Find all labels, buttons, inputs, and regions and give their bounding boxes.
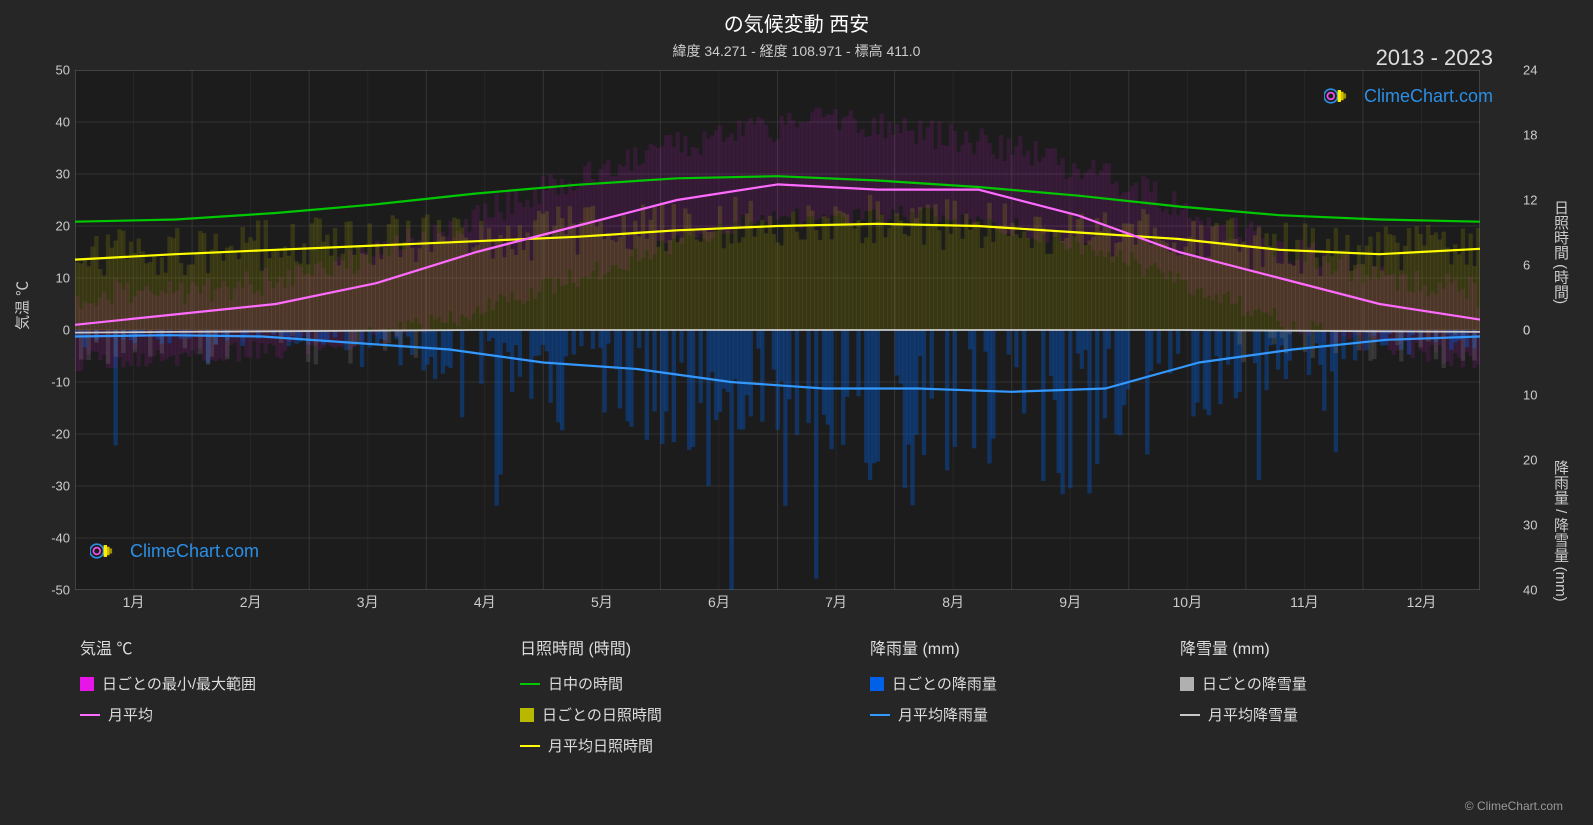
legend-item: 月平均降雨量 xyxy=(870,704,997,725)
legend-item: 日ごとの最小/最大範囲 xyxy=(80,673,256,694)
y-left-tick: 20 xyxy=(30,219,70,234)
legend-header: 降雨量 (mm) xyxy=(870,635,997,659)
legend-label: 日ごとの日照時間 xyxy=(542,704,662,725)
x-tick-month: 5月 xyxy=(591,592,613,612)
climate-chart: の気候変動 西安 緯度 34.271 - 経度 108.971 - 標高 411… xyxy=(0,0,1593,825)
legend-swatch xyxy=(520,708,534,722)
y-left-tick: 0 xyxy=(30,323,70,338)
y-left-tick: -10 xyxy=(30,375,70,390)
copyright-text: © ClimeChart.com xyxy=(1465,799,1563,813)
legend-header: 降雪量 (mm) xyxy=(1180,635,1307,659)
y-axis-right-bottom-ticks: 010203040 xyxy=(1518,70,1548,590)
legend-swatch xyxy=(520,683,540,685)
y-left-tick: 10 xyxy=(30,271,70,286)
legend-label: 日ごとの最小/最大範囲 xyxy=(102,673,256,694)
legend-swatch xyxy=(80,677,94,691)
y-right-bottom-tick: 20 xyxy=(1523,453,1563,468)
climechart-logo-icon xyxy=(1324,85,1358,107)
x-tick-month: 6月 xyxy=(708,592,730,612)
watermark-top: ClimeChart.com xyxy=(1324,85,1493,107)
y-left-tick: -50 xyxy=(30,583,70,598)
watermark-bottom: ClimeChart.com xyxy=(90,540,259,562)
legend-item: 月平均 xyxy=(80,704,256,725)
legend-column: 気温 ℃ 日ごとの最小/最大範囲月平均 xyxy=(80,635,256,735)
y-left-tick: -40 xyxy=(30,531,70,546)
y-axis-right-top-label: 日照時間 (時間) xyxy=(1550,200,1571,304)
legend-label: 月平均日照時間 xyxy=(548,735,653,756)
chart-title: の気候変動 西安 xyxy=(0,8,1593,37)
legend-swatch xyxy=(870,714,890,716)
x-tick-month: 10月 xyxy=(1172,592,1202,612)
chart-subtitle: 緯度 34.271 - 経度 108.971 - 標高 411.0 xyxy=(0,41,1593,61)
y-axis-left-ticks: 50403020100-10-20-30-40-50 xyxy=(45,70,75,590)
legend-label: 月平均 xyxy=(108,704,153,725)
y-right-bottom-tick: 40 xyxy=(1523,583,1563,598)
x-tick-month: 2月 xyxy=(240,592,262,612)
legend-item: 日ごとの降雪量 xyxy=(1180,673,1307,694)
legend-swatch xyxy=(520,745,540,747)
plot-svg xyxy=(75,70,1480,590)
legend-item: 月平均日照時間 xyxy=(520,735,662,756)
legend-swatch xyxy=(80,714,100,716)
legend-column: 降雨量 (mm) 日ごとの降雨量月平均降雨量 xyxy=(870,635,997,735)
legend-label: 日ごとの降雨量 xyxy=(892,673,997,694)
legend-header: 日照時間 (時間) xyxy=(520,635,662,659)
legend-label: 月平均降雨量 xyxy=(898,704,988,725)
x-tick-month: 9月 xyxy=(1059,592,1081,612)
legend-header: 気温 ℃ xyxy=(80,635,256,659)
legend-item: 日中の時間 xyxy=(520,673,662,694)
y-left-tick: -30 xyxy=(30,479,70,494)
legend-column: 降雪量 (mm) 日ごとの降雪量月平均降雪量 xyxy=(1180,635,1307,735)
legend-item: 月平均降雪量 xyxy=(1180,704,1307,725)
x-tick-month: 11月 xyxy=(1290,592,1319,612)
legend-item: 日ごとの降雨量 xyxy=(870,673,997,694)
y-left-tick: -20 xyxy=(30,427,70,442)
legend-swatch xyxy=(870,677,884,691)
x-tick-month: 8月 xyxy=(942,592,964,612)
y-left-tick: 30 xyxy=(30,167,70,182)
y-right-bottom-tick: 30 xyxy=(1523,518,1563,533)
y-right-bottom-tick: 10 xyxy=(1523,388,1563,403)
y-right-bottom-tick: 0 xyxy=(1523,323,1563,338)
legend-swatch xyxy=(1180,677,1194,691)
plot-area xyxy=(75,70,1480,590)
legend-label: 日中の時間 xyxy=(548,673,623,694)
legend-swatch xyxy=(1180,714,1200,716)
y-left-tick: 40 xyxy=(30,115,70,130)
x-tick-month: 3月 xyxy=(357,592,379,612)
legend-label: 日ごとの降雪量 xyxy=(1202,673,1307,694)
legend-label: 月平均降雪量 xyxy=(1208,704,1298,725)
y-left-tick: 50 xyxy=(30,63,70,78)
title-block: の気候変動 西安 緯度 34.271 - 経度 108.971 - 標高 411… xyxy=(0,8,1593,61)
x-tick-month: 12月 xyxy=(1407,592,1437,612)
x-axis-ticks: 1月 2月 3月 4月 5月 6月 7月 8月 9月 10月 11月 12月 xyxy=(75,592,1480,616)
legend-column: 日照時間 (時間) 日中の時間日ごとの日照時間月平均日照時間 xyxy=(520,635,662,766)
x-tick-month: 4月 xyxy=(474,592,496,612)
legend-item: 日ごとの日照時間 xyxy=(520,704,662,725)
climechart-logo-icon xyxy=(90,540,124,562)
x-tick-month: 7月 xyxy=(825,592,847,612)
year-range: 2013 - 2023 xyxy=(1376,45,1493,71)
x-tick-month: 1月 xyxy=(123,592,145,612)
